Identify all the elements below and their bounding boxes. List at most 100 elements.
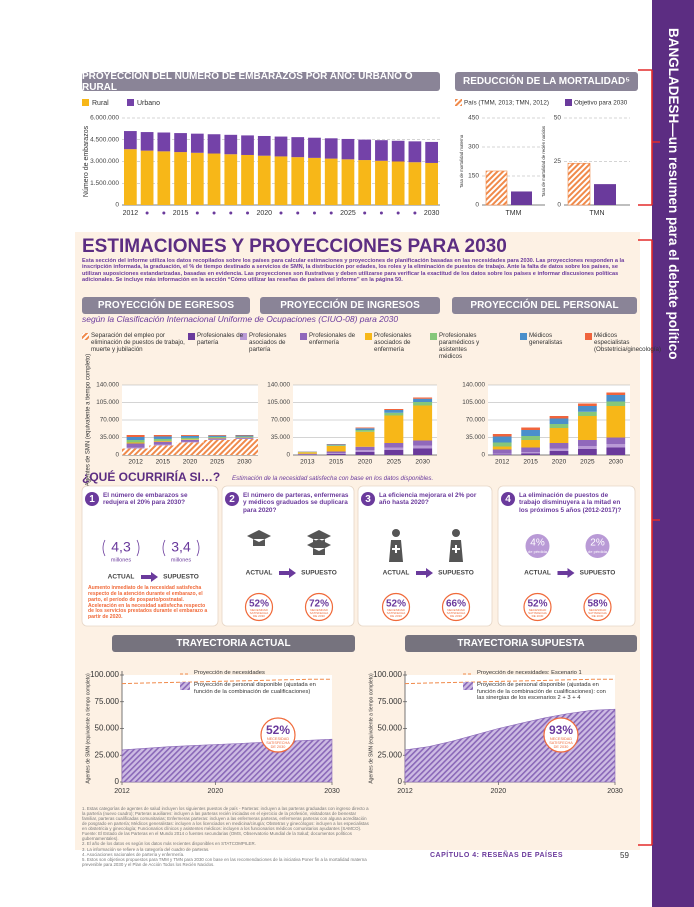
y-tick-label: 70.000: [271, 417, 291, 424]
bar: [413, 440, 433, 446]
scenario-question: El número de parteras, enfermeras y médi…: [243, 492, 349, 514]
bar: [492, 454, 512, 455]
actual-label: ACTUAL: [246, 570, 273, 577]
bar: [153, 440, 172, 442]
met-need-circle: [381, 592, 411, 622]
x-tick-dot: [246, 211, 250, 215]
y-tick-label: 50: [554, 115, 562, 122]
supuesto-label: SUPUESTO: [580, 570, 616, 577]
y-axis-label: Agentes de SMN (equivalente a tiempo com…: [85, 673, 91, 784]
bar: [578, 440, 597, 446]
scenario-question: El número de embarazos se redujera el 20…: [103, 492, 188, 507]
bar: [174, 152, 187, 205]
bar: [326, 453, 346, 454]
legend-swatch: [127, 99, 134, 106]
bracket: [638, 239, 660, 846]
legend-label: Proyección de personal disponible (ajust…: [477, 682, 606, 702]
section-title: ESTIMACIONES Y PROYECCIONES PARA 2030: [82, 236, 507, 257]
y-tick-label: 70.000: [466, 417, 486, 424]
bar: [355, 428, 375, 430]
bar: [391, 140, 405, 162]
y-tick-label: 6.000.000: [90, 115, 119, 122]
y-tick-label: 140.000: [462, 382, 485, 389]
x-tick-label: 2020: [183, 459, 198, 466]
bar: [291, 137, 305, 158]
section-header: TRAYECTORIA ACTUAL: [112, 635, 355, 652]
bar: [578, 406, 597, 412]
bar: [549, 424, 569, 428]
x-tick-label: 2015: [156, 459, 171, 466]
bar: [190, 133, 204, 153]
sidebar-title: BANGLADESH—un resumen para el debate pol…: [665, 28, 681, 360]
x-tick-label: 2012: [495, 459, 510, 466]
scenario-number: 4: [505, 494, 511, 505]
actual-unit: millones: [111, 557, 131, 563]
x-tick-label: 2012: [114, 788, 130, 795]
met-need-value: 93%: [549, 723, 573, 737]
footnote: 1. Estas categorías de agentes de salud …: [82, 806, 369, 842]
bar: [384, 443, 404, 448]
y-tick-label: 0: [286, 452, 290, 459]
bar: [549, 416, 569, 419]
x-tick-dot: [379, 211, 383, 215]
actual-label: ACTUAL: [383, 570, 410, 577]
y-tick-label: 105.000: [96, 399, 119, 406]
x-tick-label: 2013: [300, 459, 315, 466]
bar: [413, 402, 433, 406]
x-tick-dot: [413, 211, 417, 215]
x-tick-label: 2020: [552, 459, 567, 466]
x-tick-label: 2012: [123, 210, 139, 217]
y-tick-label: 75.000: [95, 697, 120, 706]
bar: [291, 157, 305, 205]
bar: [181, 437, 199, 440]
y-axis-label: Agentes de SMN (equivalente a tiempo com…: [86, 354, 92, 486]
legend-label: Proyección de personal disponible (ajust…: [194, 682, 316, 695]
bar: [181, 439, 199, 442]
bar: [274, 156, 288, 205]
legend-label: Profesionales de enfermería: [309, 332, 356, 347]
bar: [124, 149, 137, 205]
bar: [549, 443, 569, 449]
legend-label: Objetivo para 2030: [574, 100, 628, 107]
x-tick-dot: [296, 211, 300, 215]
bar: [176, 442, 204, 455]
y-tick-label: 0: [115, 202, 119, 209]
bar: [341, 159, 355, 205]
bar: [126, 442, 145, 444]
section-header: PROYECCIÓN DEL PERSONAL: [452, 297, 637, 314]
x-tick-label: 2025: [210, 459, 225, 466]
x-tick-dot: [212, 211, 216, 215]
legend-label: Urbano: [137, 100, 160, 107]
legend-label: Profesionales asociados de partería: [249, 332, 287, 354]
bar: [567, 162, 591, 206]
loss-unit: de pérdida: [528, 549, 548, 554]
cap-icon: [307, 539, 331, 555]
loss-circle: [585, 534, 610, 558]
y-tick-label: 70.000: [100, 417, 120, 424]
y-tick-label: 35.000: [271, 434, 291, 441]
bar: [230, 439, 258, 455]
x-tick-label: 2030: [324, 788, 340, 795]
scenario-note: Aumento inmediato de la necesidad satisf…: [88, 585, 208, 621]
scenario-number: 2: [229, 494, 235, 505]
bar: [153, 444, 172, 446]
met-need-label: NECESIDAD SATISFECHA DE 2030: [446, 607, 466, 618]
brace: [102, 539, 200, 557]
legend-swatch: [240, 333, 247, 340]
person-head: [392, 529, 400, 537]
x-tick-label: 2025: [580, 459, 595, 466]
met-need-circle: [543, 717, 579, 753]
met-need-value: 66%: [446, 598, 466, 609]
met-need-circle: [260, 717, 296, 753]
bar: [157, 132, 171, 152]
met-need-value: 52%: [386, 598, 406, 609]
bar: [126, 440, 145, 443]
bar: [578, 411, 597, 416]
bar: [355, 430, 375, 432]
bar: [126, 437, 145, 440]
x-tick-dot: [162, 211, 166, 215]
bar: [384, 412, 404, 416]
legend-swatch: [455, 99, 462, 106]
y-tick-label: 140.000: [96, 382, 119, 389]
bar: [208, 435, 227, 436]
